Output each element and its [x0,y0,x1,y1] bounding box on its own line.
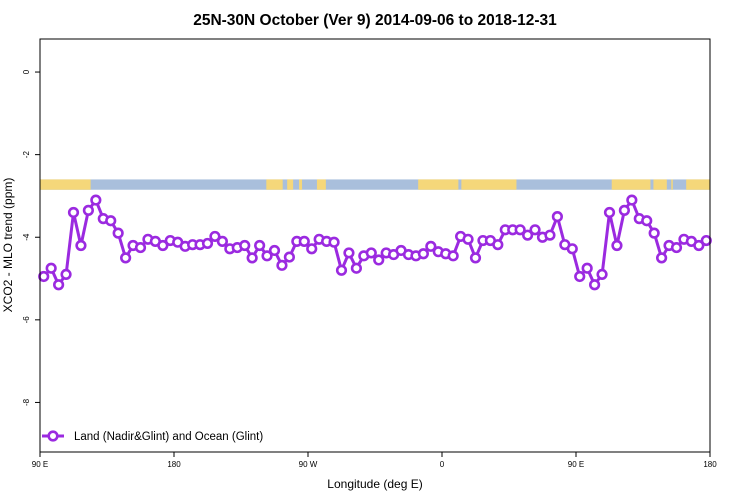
data-point-73 [581,262,593,274]
ocean-band [40,179,710,190]
x-tick-label-0: 90 E [32,460,48,469]
legend: Land (Nadir&Glint) and Ocean (Glint) [42,430,263,443]
data-point-39 [328,236,340,248]
x-tick-label-4: 90 E [568,460,584,469]
data-point-7 [90,194,102,206]
data-point-45 [373,254,385,266]
y-axis-label: XCO2 - MLO trend (ppm) [1,178,15,313]
y-tick-label-2: -4 [22,233,31,241]
data-point-29 [254,239,266,252]
data-point-30 [261,250,273,262]
land-segment-7 [611,179,651,190]
data-point-16 [157,239,169,252]
chart-title: 25N-30N October (Ver 9) 2014-09-06 to 20… [193,12,557,29]
data-point-24 [216,235,228,247]
land-segment-10 [686,179,710,190]
data-point-4 [67,206,80,219]
land-segment-5 [418,179,459,190]
data-point-35 [298,235,310,247]
data-point-13 [134,241,147,254]
data-point-1 [45,262,57,274]
y-tick-label-0: 0 [22,69,31,74]
y-axis-ticks: 0 -2 -4 -6 -8 [22,69,40,406]
data-point-9 [105,215,117,227]
data-point-44 [365,247,377,259]
land-segment-2 [287,179,294,190]
y-tick-label-1: -2 [22,151,31,159]
data-point-2 [53,279,65,291]
data-point-41 [343,247,355,259]
data-point-75 [596,268,608,281]
x-tick-label-3: 0 [440,460,445,469]
data-point-31 [268,244,281,257]
data-point-51 [417,248,429,260]
data-point-82 [648,227,660,239]
data-point-76 [603,206,616,219]
data-point-27 [239,239,251,252]
data-point-71 [566,243,578,255]
land-segment-6 [461,179,517,190]
data-point-32 [276,259,288,271]
data-point-22 [201,237,214,250]
data-point-6 [82,204,94,216]
y-tick-label-4: -8 [22,398,31,406]
data-point-65 [522,229,534,241]
plot-frame [39,38,711,453]
data-point-55 [447,250,459,262]
data-point-74 [589,279,601,291]
land-ocean-band [40,179,710,190]
legend-marker-swatch [47,430,59,442]
data-point-61 [492,239,504,251]
data-point-40 [335,264,348,276]
land-segment-9 [671,179,673,190]
data-point-66 [529,224,541,236]
data-point-42 [350,262,362,274]
data-point-89 [700,234,712,247]
data-point-0 [38,270,50,283]
data-point-52 [425,240,437,252]
data-point-23 [209,230,221,243]
data-point-77 [611,239,623,252]
land-segment-0 [40,179,91,190]
data-point-10 [112,227,124,239]
data-point-28 [246,252,258,264]
x-axis-ticks: 90 E 180 90 W 0 90 E 180 [32,452,717,469]
x-tick-label-5: 180 [703,460,717,469]
data-point-5 [75,239,87,252]
y-tick-label-3: -6 [22,316,31,324]
data-point-69 [551,210,563,223]
data-point-81 [641,215,653,227]
land-segment-8 [653,179,667,190]
data-point-72 [574,270,586,283]
data-point-64 [514,224,526,236]
data-point-88 [693,239,705,252]
data-series [38,194,712,291]
x-axis-label: Longitude (deg E) [327,477,422,491]
legend-label: Land (Nadir&Glint) and Ocean (Glint) [74,431,263,443]
data-point-57 [462,233,474,245]
data-point-78 [618,204,630,216]
data-point-3 [60,268,72,281]
data-point-58 [469,252,482,264]
land-segment-3 [299,179,303,190]
data-point-36 [306,243,318,255]
data-point-33 [283,251,295,263]
data-point-85 [670,241,683,254]
x-tick-label-1: 180 [167,460,181,469]
land-segment-1 [266,179,283,190]
data-point-68 [544,229,556,241]
x-tick-label-2: 90 W [299,460,318,469]
data-point-83 [656,252,668,264]
land-segment-4 [316,179,326,190]
data-point-79 [626,194,638,206]
data-point-11 [120,252,132,264]
